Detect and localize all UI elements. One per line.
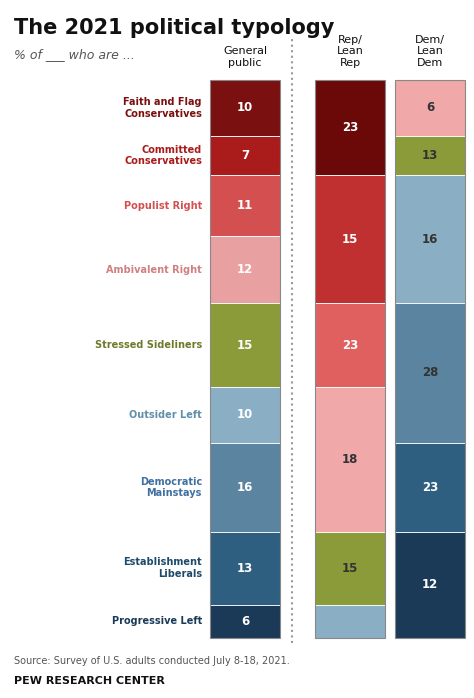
Bar xyxy=(210,303,280,387)
Text: Outsider Left: Outsider Left xyxy=(129,410,202,419)
Bar xyxy=(210,236,280,303)
Text: Establishment
Liberals: Establishment Liberals xyxy=(123,558,202,579)
Bar xyxy=(395,136,465,175)
Bar xyxy=(395,532,465,638)
Text: 15: 15 xyxy=(342,562,358,574)
Text: Populist Right: Populist Right xyxy=(124,200,202,211)
Text: 12: 12 xyxy=(237,263,253,276)
Bar xyxy=(395,80,465,638)
Text: Committed
Conservatives: Committed Conservatives xyxy=(124,144,202,166)
Bar xyxy=(210,80,280,136)
Text: Rep/
Lean
Rep: Rep/ Lean Rep xyxy=(337,35,364,68)
Text: 11: 11 xyxy=(237,199,253,212)
Bar xyxy=(395,443,465,532)
Bar xyxy=(210,604,280,638)
Text: 16: 16 xyxy=(237,481,253,494)
Bar xyxy=(395,303,465,443)
Text: 13: 13 xyxy=(422,149,438,162)
Text: 18: 18 xyxy=(342,453,358,466)
Text: Source: Survey of U.S. adults conducted July 8-18, 2021.: Source: Survey of U.S. adults conducted … xyxy=(14,656,290,666)
Text: General
public: General public xyxy=(223,46,267,68)
Text: 12: 12 xyxy=(422,579,438,591)
Bar xyxy=(395,175,465,303)
Text: 16: 16 xyxy=(422,232,438,246)
Text: PEW RESEARCH CENTER: PEW RESEARCH CENTER xyxy=(14,676,165,686)
Bar xyxy=(315,175,385,303)
Bar xyxy=(315,532,385,604)
Text: 7: 7 xyxy=(241,149,249,162)
Text: 28: 28 xyxy=(422,366,438,380)
Text: Ambivalent Right: Ambivalent Right xyxy=(106,265,202,275)
Text: 23: 23 xyxy=(422,481,438,494)
Text: 10: 10 xyxy=(237,101,253,114)
Bar xyxy=(315,80,385,175)
Text: 23: 23 xyxy=(342,121,358,134)
Bar xyxy=(315,604,385,638)
Text: Progressive Left: Progressive Left xyxy=(112,616,202,626)
Bar xyxy=(210,387,280,443)
Bar xyxy=(210,80,280,638)
Text: 6: 6 xyxy=(426,101,434,114)
Text: 13: 13 xyxy=(237,562,253,574)
Bar xyxy=(395,80,465,136)
Text: % of ___ who are ...: % of ___ who are ... xyxy=(14,48,135,61)
Text: Dem/
Lean
Dem: Dem/ Lean Dem xyxy=(415,35,445,68)
Text: Stressed Sideliners: Stressed Sideliners xyxy=(95,340,202,350)
Bar xyxy=(315,80,385,638)
Text: 6: 6 xyxy=(241,615,249,628)
Text: 15: 15 xyxy=(342,232,358,246)
Text: Democratic
Mainstays: Democratic Mainstays xyxy=(140,477,202,498)
Bar xyxy=(210,175,280,236)
Bar xyxy=(315,303,385,387)
Text: 23: 23 xyxy=(342,339,358,352)
Text: The 2021 political typology: The 2021 political typology xyxy=(14,18,334,38)
Text: 15: 15 xyxy=(237,339,253,352)
Bar xyxy=(210,532,280,604)
Bar xyxy=(210,443,280,532)
Bar xyxy=(315,387,385,532)
Bar xyxy=(210,136,280,175)
Text: Faith and Flag
Conservatives: Faith and Flag Conservatives xyxy=(124,97,202,119)
Text: 10: 10 xyxy=(237,408,253,422)
